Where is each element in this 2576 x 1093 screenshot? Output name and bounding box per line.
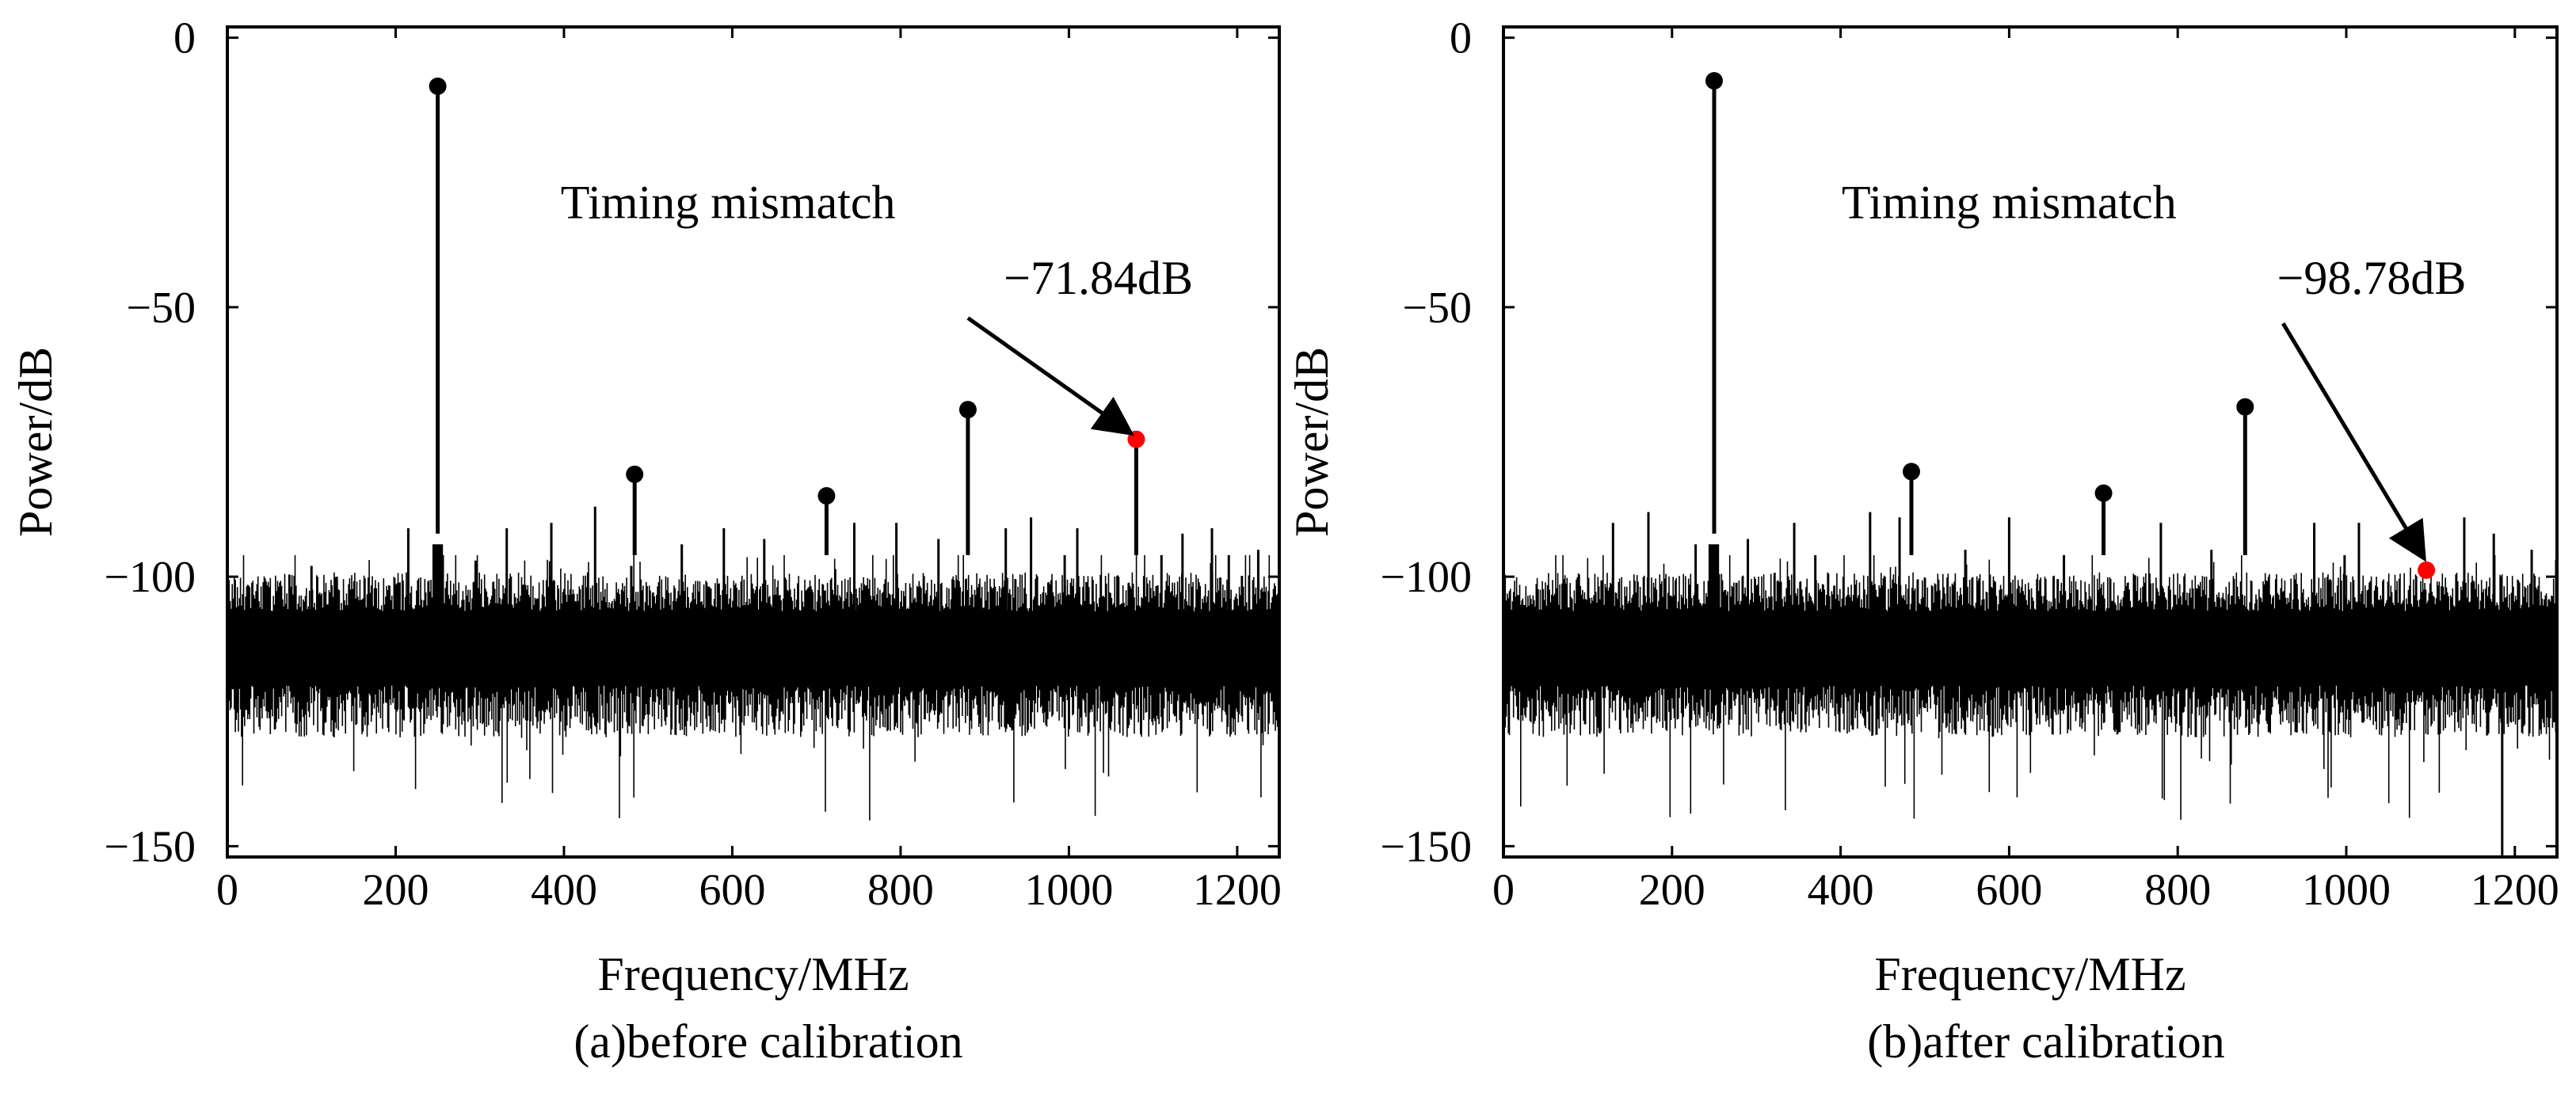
y-tick-label: −50 bbox=[1402, 284, 1472, 333]
x-tick-label: 1200 bbox=[1193, 866, 1282, 915]
x-axis-label-b: Frequency/MHz bbox=[1874, 948, 2185, 1000]
annotation-arrow-a bbox=[966, 316, 1134, 436]
annotation-arrow-b bbox=[2281, 322, 2426, 562]
y-axis-label-b: Power/dB bbox=[1286, 347, 1338, 537]
noise-floor-trace bbox=[1503, 544, 2557, 820]
annotation-label-b: Timing mismatch bbox=[1842, 177, 2177, 229]
x-tick-label: 1000 bbox=[1024, 866, 1113, 915]
y-tick-label: −100 bbox=[1380, 553, 1472, 602]
annotation-value-a: −71.84dB bbox=[1004, 252, 1193, 304]
axes-frame-a bbox=[226, 25, 1281, 859]
tone-marker bbox=[958, 401, 977, 419]
x-tick-label: 200 bbox=[362, 866, 429, 915]
x-tick-label: 600 bbox=[699, 866, 765, 915]
axis-ticks-a: 0 200 400 600 800 1000 1200 0 −50 −100 −150 bbox=[104, 14, 1281, 915]
y-tick-label: −50 bbox=[126, 284, 196, 333]
x-tick-label: 200 bbox=[1639, 866, 1705, 915]
y-tick-label: −150 bbox=[104, 822, 196, 871]
x-tick-label: 400 bbox=[531, 866, 597, 915]
x-tick-label: 800 bbox=[867, 866, 934, 915]
x-tick-label: 0 bbox=[1492, 866, 1515, 915]
x-tick-label: 1000 bbox=[2302, 866, 2391, 915]
plot-area-a bbox=[227, 77, 1279, 821]
tone-marker bbox=[429, 77, 447, 95]
tone-marker bbox=[817, 487, 836, 505]
y-tick-label: 0 bbox=[1450, 14, 1472, 63]
chart-panel-b: 0 200 400 600 800 1000 1200 0 −50 −100 −150 Freque… bbox=[1286, 14, 2559, 1068]
tone-marker bbox=[626, 465, 644, 483]
axis-ticks-b: 0 200 400 600 800 1000 1200 0 −50 −100 −150 bbox=[1380, 14, 2559, 915]
y-tick-label: −150 bbox=[1380, 822, 1472, 871]
caption-b: (b)after calibration bbox=[1867, 1015, 2224, 1068]
axes-frame-b bbox=[1502, 25, 2559, 859]
noise-floor-trace bbox=[227, 544, 1279, 821]
chart-panel-a: 0 200 400 600 800 1000 1200 0 −50 −100 −150 Freque… bbox=[10, 14, 1282, 1068]
x-axis-label-a: Frequency/MHz bbox=[597, 948, 909, 1000]
timing-mismatch-marker bbox=[1127, 430, 1145, 448]
annotation-value-b: −98.78dB bbox=[2277, 252, 2466, 304]
x-tick-label: 400 bbox=[1808, 866, 1874, 915]
tone-marker bbox=[1705, 72, 1723, 90]
y-tick-label: 0 bbox=[173, 14, 196, 63]
y-tick-label: −100 bbox=[104, 553, 196, 602]
x-tick-label: 600 bbox=[1976, 866, 2042, 915]
x-tick-label: 0 bbox=[216, 866, 238, 915]
y-axis-label-a: Power/dB bbox=[10, 347, 62, 537]
annotation-label-a: Timing mismatch bbox=[561, 177, 896, 229]
caption-a: (a)before calibration bbox=[574, 1015, 962, 1068]
x-tick-label: 1200 bbox=[2471, 866, 2559, 915]
timing-mismatch-marker bbox=[2418, 561, 2436, 579]
tone-marker bbox=[1902, 463, 1920, 481]
x-tick-label: 800 bbox=[2144, 866, 2211, 915]
plot-area-b bbox=[1503, 72, 2557, 857]
tone-marker bbox=[2094, 484, 2113, 502]
tone-marker bbox=[2236, 398, 2254, 416]
